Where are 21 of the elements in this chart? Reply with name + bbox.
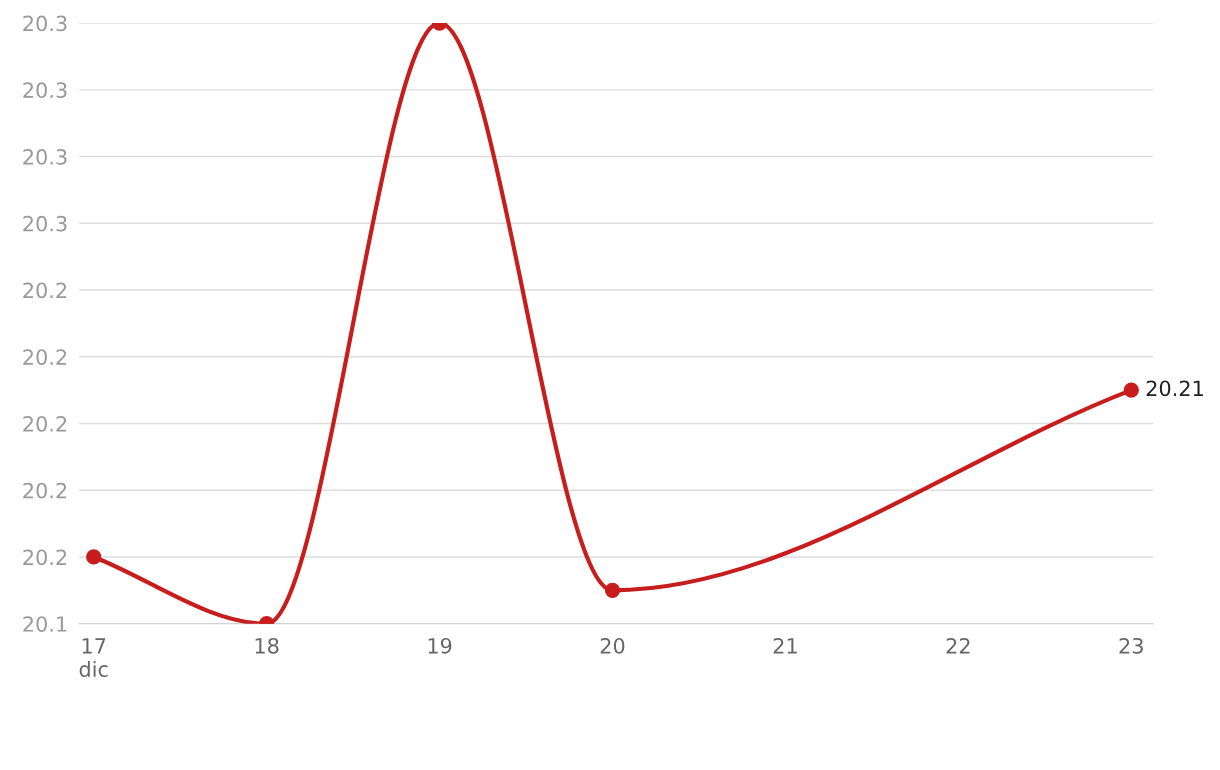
y-tick-label: 20.3: [23, 15, 67, 32]
y-tick-label: 20.2: [23, 549, 67, 566]
y-tick-label: 20.3: [23, 149, 67, 165]
point: [86, 549, 102, 565]
y-tick-label: 20.1: [23, 616, 67, 632]
x-tick-label: 19: [428, 637, 452, 654]
point: [1123, 382, 1139, 398]
x-tick-label: 20: [600, 637, 625, 654]
x-tick-label: 23: [1119, 637, 1143, 654]
x-tick-label: 17 dic: [79, 638, 108, 678]
y-tick-label: 20.2: [23, 482, 67, 499]
y-tick-label: 20.3: [23, 215, 67, 232]
point: [604, 582, 621, 598]
x-tick-label: 18: [255, 637, 279, 654]
x-tick-label: 21: [773, 637, 797, 654]
y-tick-label: 20.3: [23, 82, 67, 99]
y-tick-label: 20.2: [23, 282, 67, 299]
y-tick-label: 20.2: [23, 349, 67, 365]
data-label: 20.21: [1146, 380, 1203, 397]
y-tick-label: 20.2: [23, 415, 67, 432]
x-tick-label: 22: [946, 637, 970, 654]
